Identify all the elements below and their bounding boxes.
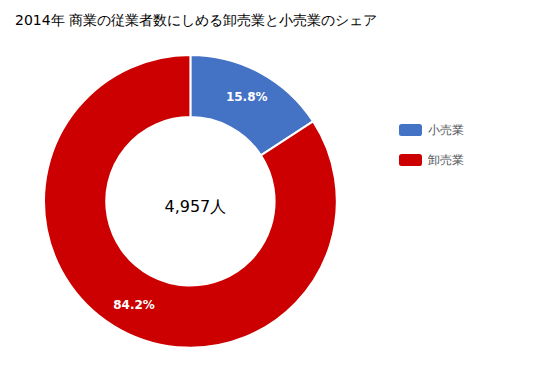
svg-text:小売業: 小売業 bbox=[428, 123, 464, 137]
svg-text:2014年 商業の従業者数にしめる卸売業と小売業のシェア: 2014年 商業の従業者数にしめる卸売業と小売業のシェア bbox=[15, 12, 377, 28]
svg-text:4,957人: 4,957人 bbox=[164, 197, 226, 216]
svg-text:15.8%: 15.8% bbox=[226, 90, 268, 104]
svg-text:84.2%: 84.2% bbox=[113, 298, 155, 312]
svg-text:卸売業: 卸売業 bbox=[428, 153, 464, 167]
